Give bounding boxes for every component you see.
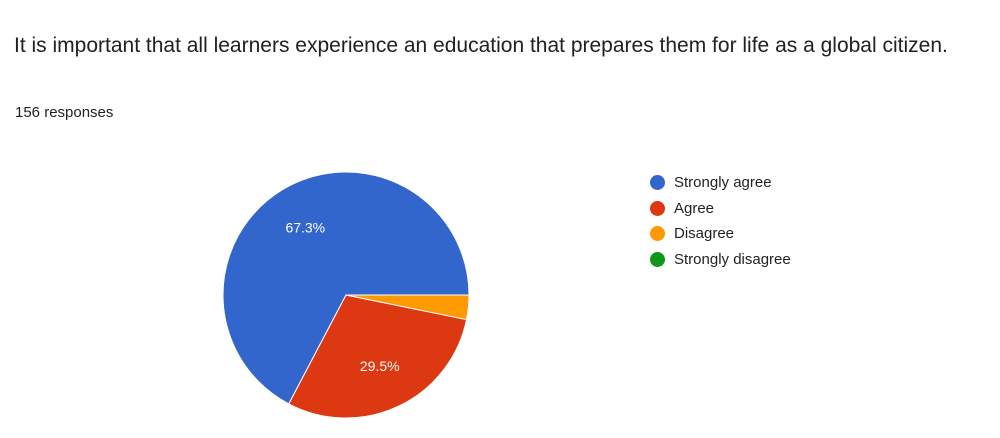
question-title: It is important that all learners experi… — [14, 34, 948, 57]
pie-data-label: 67.3% — [285, 220, 325, 236]
legend-swatch — [650, 200, 665, 216]
chart-legend: Strongly agree Agree Disagree Strongly disa… — [650, 170, 791, 272]
legend-item: Disagree — [650, 221, 791, 247]
pie-slice-disagree — [345, 294, 470, 321]
response-count: 156 responses — [15, 104, 114, 121]
legend-swatch — [650, 226, 665, 242]
pie-data-label: 29.5% — [360, 358, 400, 374]
legend-swatch — [650, 175, 665, 191]
legend-swatch — [650, 251, 665, 267]
legend-item: Strongly disagree — [650, 247, 791, 273]
legend-label: Disagree — [674, 225, 735, 243]
legend-item: Agree — [650, 196, 791, 222]
pie-slice-agree — [288, 294, 468, 419]
legend-item: Strongly agree — [650, 170, 791, 196]
legend-label: Agree — [674, 199, 715, 217]
legend-label: Strongly agree — [674, 174, 772, 192]
legend-label: Strongly disagree — [674, 250, 791, 268]
pie-slice-strongly-agree — [222, 171, 470, 405]
